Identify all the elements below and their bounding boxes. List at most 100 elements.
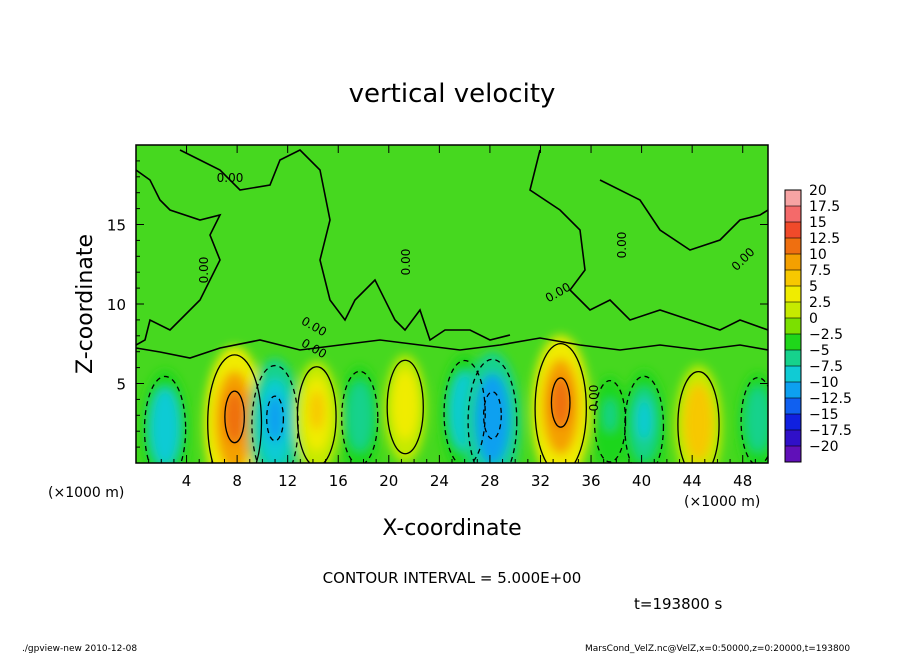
colorbar-label: −20 [809,439,839,455]
y-tick-label: 10 [107,296,126,314]
contour-label: 0.00 [197,257,211,284]
colorbar-label: −10 [809,375,839,391]
cell-peak [604,399,616,432]
cell-peak [483,390,502,441]
colorbar-swatch [785,238,801,255]
cell-peak [352,393,367,431]
cell-contour [534,342,587,463]
colorbar-label: 5 [809,279,818,295]
colorbar-swatch [785,190,801,207]
colorbar-swatch [785,318,801,335]
colorbar-swatch [785,446,801,463]
cell-peak [636,400,652,440]
x-axis: 4 8 12 16 20 24 28 32 36 40 44 48 [148,145,756,490]
colorbar-swatch [785,334,801,351]
x-tick-label: 48 [733,472,752,490]
colorbar-swatch [785,206,801,223]
cell-contour [443,359,486,463]
plot-area: 0.000.000.000.000.000.000.00 0.000.00 [136,145,768,463]
cell-peak [690,397,707,440]
contour-label: 0.00 [217,171,244,185]
x-unit-right: (×1000 m) [684,494,760,510]
cell-peak [309,390,325,431]
y-tick-label: 5 [116,376,126,394]
cell-peak [157,402,173,445]
colorbar-label: −15 [809,407,839,423]
colorbar-label: 0 [809,311,818,327]
cell-contour [207,354,263,463]
x-tick-label: 24 [430,472,449,490]
colorbar-label: 12.5 [809,231,840,247]
colorbar-label: −12.5 [809,391,852,407]
cell-contour [467,358,518,463]
colorbar: 2017.51512.5107.552.50−2.5−5−7.5−10−12.5… [784,183,852,463]
colorbar-label: −2.5 [809,327,843,343]
colorbar-swatch [785,222,801,239]
cell-inner-contour [224,390,245,444]
contour-label: 0.00 [615,232,629,259]
cell-peak [751,397,765,433]
x-tick-label: 8 [232,472,242,490]
colorbar-label: 2.5 [809,295,831,311]
colorbar-label: 15 [809,215,827,231]
colorbar-swatch [785,254,801,271]
y-axis-title: Z-coordinate [73,234,98,374]
contour-line-middle [179,149,511,342]
x-tick-label: 44 [683,472,702,490]
colorbar-swatch [785,286,801,303]
footer-left: ./gpview-new 2010-12-08 [22,644,137,654]
contour-line-upper [136,169,222,346]
x-unit-left: (×1000 m) [48,485,124,501]
cell-contour [143,375,187,463]
contour-line-boundary [136,337,768,359]
colorbar-swatch [785,414,801,431]
x-axis-title: X-coordinate [382,516,521,541]
cell-peak [550,376,571,429]
colorbar-swatch [785,382,801,399]
colorbar-swatch [785,366,801,383]
time-label: t=193800 s [634,595,722,613]
colorbar-label: −17.5 [809,423,852,439]
x-tick-label: 20 [379,472,398,490]
x-tick-label: 40 [632,472,651,490]
y-axis: 5 10 15 [107,160,768,448]
cell-peak [224,389,245,445]
cell-peak [398,382,413,420]
velocity-cells [141,335,768,463]
cell-inner-contour [482,391,502,440]
colorbar-label: −5 [809,343,830,359]
x-tick-label: 12 [278,472,297,490]
cell-contour [296,366,337,463]
colorbar-swatch [785,398,801,415]
y-tick-label: 15 [107,217,126,235]
cell-inner-contour [550,377,571,428]
chart-title: vertical velocity [349,79,556,109]
colorbar-swatch [785,270,801,287]
cell-contour [740,376,768,463]
cell-peak [266,394,284,443]
cell-contour [341,370,379,463]
contour-line-ne [599,179,768,251]
x-tick-label: 36 [581,472,600,490]
contour-lines [136,149,768,463]
cell-contour [386,359,424,455]
cell-contours [143,342,768,463]
colorbar-label: −7.5 [809,359,843,375]
x-tick-label: 28 [480,472,499,490]
colorbar-label: 17.5 [809,199,840,215]
contour-label: 0.00 [587,385,601,412]
cell-contour [624,375,665,463]
cell-contour [677,371,720,463]
contour-interval: CONTOUR INTERVAL = 5.000E+00 [323,569,582,587]
contour-label: 0.00 [399,249,413,276]
colorbar-swatch [785,350,801,367]
colorbar-label: 10 [809,247,827,263]
x-tick-label: 32 [531,472,550,490]
cell-inner-contour [266,395,285,442]
colorbar-swatch [785,430,801,447]
x-tick-label: 16 [329,472,348,490]
colorbar-label: 20 [809,183,827,199]
colorbar-swatch [785,302,801,319]
colorbar-label: 7.5 [809,263,831,279]
